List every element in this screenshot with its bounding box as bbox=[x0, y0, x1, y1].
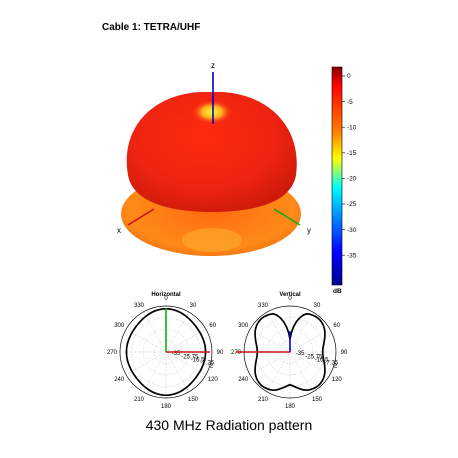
polar-angle-label: 330 bbox=[258, 303, 269, 309]
polar-angle-label: 180 bbox=[285, 404, 296, 410]
polar-grid-spoke bbox=[142, 351, 167, 392]
polar-angle-label: 0 bbox=[164, 296, 168, 302]
polar-angle-label: 240 bbox=[238, 377, 249, 383]
polar-grid-spoke bbox=[266, 351, 291, 392]
polar-angle-label: 120 bbox=[208, 377, 219, 383]
polar-angle-label: 300 bbox=[114, 323, 125, 329]
y-axis bbox=[273, 208, 301, 226]
colorbar-gradient bbox=[331, 66, 343, 286]
x-axis bbox=[127, 208, 155, 226]
polar-ring-label: 2 bbox=[210, 364, 214, 370]
colorbar-tick-label: -20 bbox=[347, 176, 357, 183]
pattern-curve bbox=[125, 307, 207, 397]
colorbar-tick-label: -5 bbox=[347, 99, 353, 106]
polar-plot-title: Horizontal bbox=[151, 292, 181, 298]
x-axis-label: x bbox=[117, 226, 121, 235]
colorbar-unit: dB bbox=[333, 288, 342, 295]
polar-ring-label: -35 bbox=[172, 351, 181, 357]
polar-angle-label: 0 bbox=[288, 296, 292, 302]
polar-angle-label: 330 bbox=[134, 303, 145, 309]
polar-grid-spoke bbox=[289, 351, 330, 376]
polar-grid-spoke bbox=[250, 328, 291, 353]
polar-ring-label: 2 bbox=[334, 364, 338, 370]
polar-plot-vertical: 0 330 300 270 240 210 180 150 120 90 60 30 -35-25.75… bbox=[231, 292, 348, 410]
polar-ring-label: -25.75 bbox=[305, 354, 323, 360]
colorbar-ticks: 0 -5 -10 -15 -20 -25 -30 -35 bbox=[342, 73, 357, 259]
z-axis-label: z bbox=[211, 61, 215, 70]
colorbar-tick-label: -15 bbox=[347, 150, 357, 157]
polar-angle-label: 210 bbox=[134, 397, 145, 403]
colorbar-tick-label: 0 bbox=[347, 73, 351, 80]
polar-angle-label: 270 bbox=[107, 350, 118, 356]
polar-ring-label: -16.5 bbox=[191, 357, 205, 363]
polar-angle-label: 180 bbox=[161, 404, 172, 410]
polar-ring-label: -7.25 bbox=[200, 361, 214, 367]
polar-angle-label: 90 bbox=[217, 350, 224, 356]
polar-angle-label: 60 bbox=[333, 323, 340, 329]
pattern-bottom-highlight bbox=[182, 228, 242, 252]
polar-grid-spoke bbox=[289, 351, 314, 392]
polar-ring-label: -35 bbox=[296, 351, 305, 357]
colorbar-tick-label: -30 bbox=[347, 227, 357, 234]
y-axis-label: y bbox=[307, 226, 311, 235]
colorbar-tick-label: -10 bbox=[347, 124, 357, 131]
figure-caption: 430 MHz Radiation pattern bbox=[145, 417, 313, 433]
pattern-top-highlight bbox=[192, 100, 232, 124]
polar-angle-label: 60 bbox=[209, 323, 216, 329]
polar-angle-label: 270 bbox=[231, 350, 242, 356]
polar-grid-spoke bbox=[250, 351, 291, 376]
polar-grid-spoke bbox=[266, 312, 291, 353]
polar-grid-spoke bbox=[289, 328, 330, 353]
polar-ring-label: -7.25 bbox=[324, 361, 338, 367]
polar-grid-spoke bbox=[289, 312, 314, 353]
polar-grid-spoke bbox=[165, 312, 190, 353]
polar-angle-label: 240 bbox=[114, 377, 125, 383]
polar-angle-label: 210 bbox=[258, 397, 269, 403]
radiation-pattern-3d bbox=[121, 92, 301, 256]
colorbar: 0 -5 -10 -15 -20 -25 -30 -35 dB bbox=[331, 66, 357, 295]
colorbar-tick-label: -25 bbox=[347, 201, 357, 208]
polar-angle-label: 150 bbox=[188, 397, 199, 403]
colorbar-tick-label: -35 bbox=[347, 252, 357, 259]
polar-angle-label: 120 bbox=[332, 377, 343, 383]
polar-grid-spoke bbox=[142, 312, 167, 353]
polar-angle-label: 150 bbox=[312, 397, 323, 403]
polar-angle-label: 30 bbox=[314, 303, 321, 309]
axes-3d: z x y bbox=[117, 61, 311, 235]
polar-angle-label: 30 bbox=[190, 303, 197, 309]
polar-plot-title: Vertical bbox=[279, 292, 301, 298]
pattern-curve bbox=[254, 312, 326, 392]
polar-angle-label: 90 bbox=[341, 350, 348, 356]
polar-grid-spoke bbox=[165, 351, 190, 392]
polar-ring-label: -16.5 bbox=[315, 357, 329, 363]
polar-plot-horizontal: 0 330 300 270 240 210 180 150 120 90 60 30 -35-25.75… bbox=[107, 292, 224, 410]
pattern-upper-lobe bbox=[126, 92, 297, 212]
page-title: Cable 1: TETRA/UHF bbox=[102, 22, 201, 33]
polar-ring-label: -25.75 bbox=[181, 354, 199, 360]
polar-angle-label: 300 bbox=[238, 323, 249, 329]
